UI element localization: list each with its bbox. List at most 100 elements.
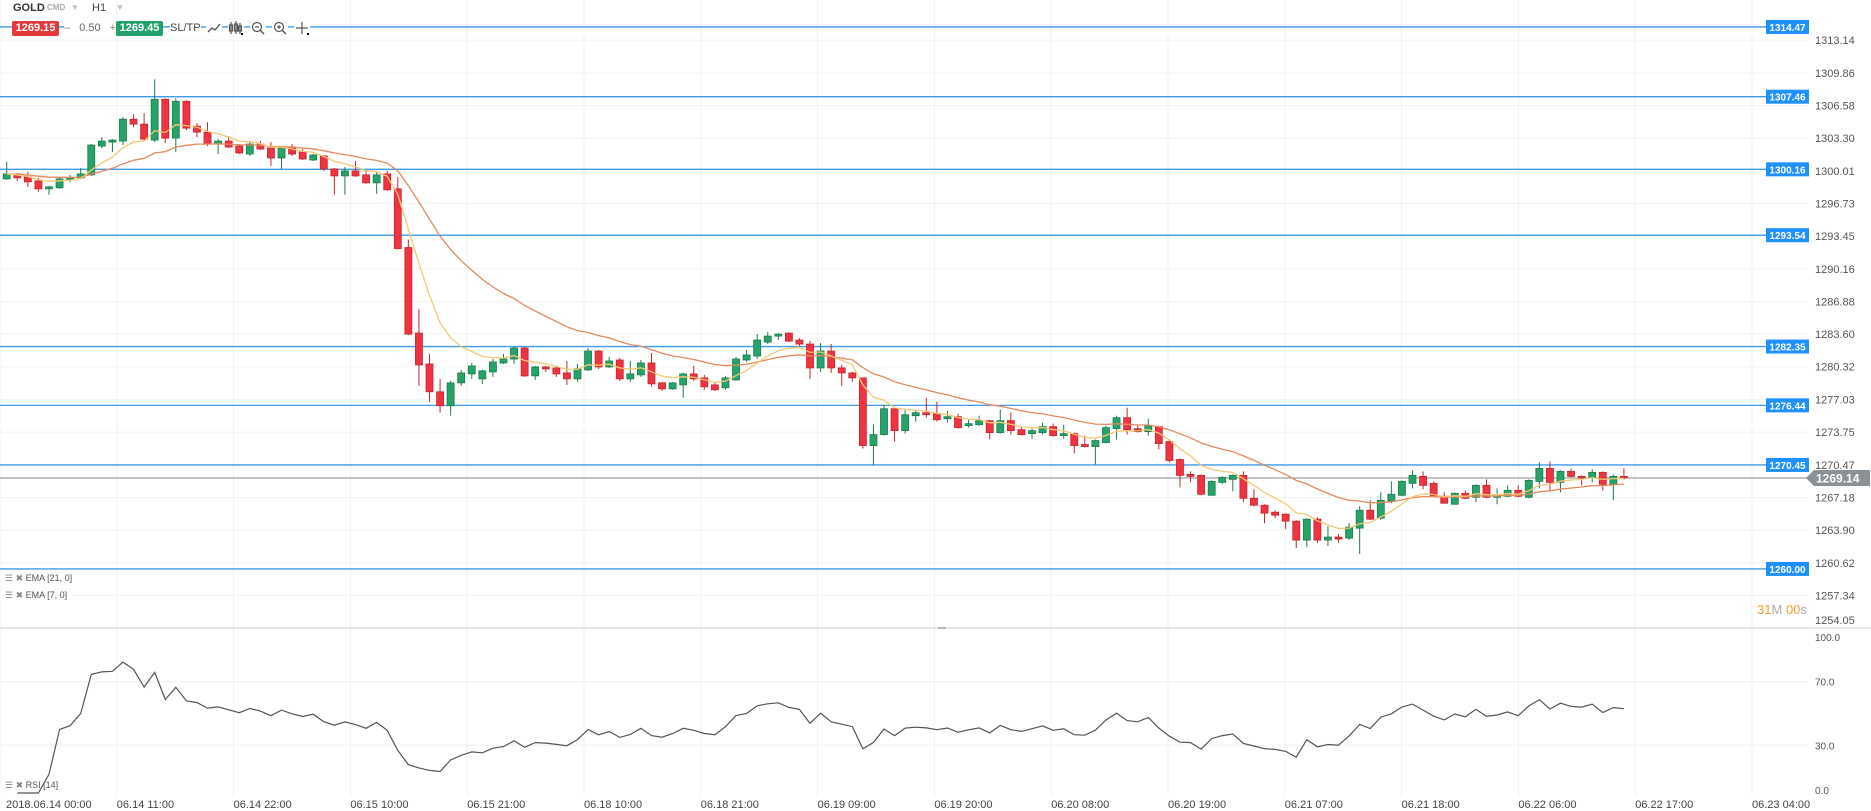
rsi-legend[interactable]: ☰ ✖ RSI [14] <box>5 779 58 791</box>
bullish-candle <box>55 178 64 189</box>
bearish-candle <box>1017 429 1026 436</box>
price-tick-label: 1313.14 <box>1815 35 1855 47</box>
bearish-candle <box>129 118 138 125</box>
volume-value[interactable]: 0.50 <box>79 22 101 34</box>
bearish-candle <box>1313 518 1322 541</box>
horizontal-line-tag[interactable] <box>1766 457 1809 472</box>
candlestick-icon[interactable] <box>228 20 244 36</box>
bearish-candle <box>1197 474 1206 495</box>
bearish-candle <box>1006 420 1015 432</box>
drag-handle-icon[interactable]: ☰ <box>5 590 14 600</box>
time-axis-label: 06.23 04:00 <box>1752 799 1810 811</box>
bullish-candle <box>943 416 952 420</box>
buy-button[interactable]: 1269.45 <box>116 21 163 36</box>
price-tick-label: 1286.88 <box>1815 296 1855 308</box>
remove-indicator-icon[interactable]: ✖ <box>15 780 24 790</box>
price-tick-label: 1263.90 <box>1815 525 1855 537</box>
ema-lines <box>6 124 1624 530</box>
bullish-candle <box>1059 433 1068 436</box>
bullish-candle <box>1228 474 1237 480</box>
line-chart-icon[interactable] <box>206 20 222 36</box>
bullish-candle <box>763 335 772 343</box>
bullish-candle <box>1355 509 1364 529</box>
horizontal-line-tag[interactable] <box>1766 339 1809 354</box>
bullish-candle <box>87 144 96 176</box>
bullish-candle <box>679 373 688 386</box>
sltp-button[interactable]: SL/TP <box>170 22 201 34</box>
bullish-candle <box>1038 426 1047 434</box>
bullish-candle <box>975 420 984 426</box>
bearish-candle <box>795 339 804 345</box>
horizontal-line-price: 1300.16 <box>1769 165 1806 176</box>
zoom-out-icon[interactable] <box>250 20 266 36</box>
horizontal-line-tag[interactable] <box>1766 228 1809 243</box>
bullish-candle <box>97 140 106 147</box>
symbol-name[interactable]: GOLD <box>13 2 45 14</box>
bearish-candle <box>1239 474 1248 499</box>
remove-indicator-icon[interactable]: ✖ <box>15 573 24 583</box>
bearish-candle <box>563 372 571 380</box>
bullish-candle <box>774 333 783 337</box>
ema-7-legend[interactable]: ☰ ✖ EMA [7, 0] <box>5 589 67 601</box>
rsi-label: RSI [14] <box>25 780 59 790</box>
horizontal-line-price: 1307.46 <box>1769 93 1806 104</box>
remove-indicator-icon[interactable]: ✖ <box>15 590 24 600</box>
bearish-candle <box>890 408 899 432</box>
bearish-candle <box>235 145 244 154</box>
time-axis-label: 06.20 08:00 <box>1051 799 1109 811</box>
time-axis[interactable]: 2018.06.14 00:00 06.14 11:00 06.14 22:00 06… <box>6 799 1810 811</box>
timeframe-dropdown-icon[interactable]: ▼ <box>116 3 124 12</box>
bearish-candle <box>922 412 931 416</box>
volume-stepper[interactable]: – 0.50 + <box>64 22 117 34</box>
bullish-candle <box>277 146 286 159</box>
bullish-candle <box>1302 518 1311 541</box>
bullish-candle <box>499 358 508 364</box>
price-tick-label: 1270.47 <box>1815 460 1855 472</box>
bullish-candle <box>510 347 518 360</box>
bullish-candle <box>531 366 540 377</box>
horizontal-line-tag[interactable] <box>1766 89 1809 104</box>
bullish-candle <box>150 98 159 141</box>
time-axis-label: 06.14 22:00 <box>234 799 292 811</box>
horizontal-line-tag[interactable] <box>1766 19 1809 34</box>
price-tick-label: 1306.58 <box>1815 100 1855 112</box>
bearish-candle <box>1250 497 1258 506</box>
timeframe-selector[interactable]: H1 <box>92 2 107 14</box>
bullish-candle <box>1376 499 1385 519</box>
bearish-candle <box>710 384 719 391</box>
rsi-line <box>17 661 1624 794</box>
bearish-candle <box>1620 475 1628 479</box>
pane-resize-handle[interactable] <box>938 627 946 629</box>
ema-7-label: EMA [7, 0] <box>25 590 68 600</box>
zoom-in-icon[interactable] <box>272 20 288 36</box>
price-tick-label: 1267.18 <box>1815 492 1855 504</box>
bullish-candle <box>1345 526 1353 539</box>
countdown-minutes-unit: M <box>1771 602 1783 617</box>
bearish-candle <box>1260 504 1269 514</box>
crosshair-icon[interactable] <box>294 20 310 36</box>
horizontal-price-lines[interactable]: 1314.47 1307.46 1300.16 1293.54 1282.35 1276.… <box>0 19 1870 576</box>
drag-handle-icon[interactable]: ☰ <box>5 573 14 583</box>
bullish-candle <box>1609 475 1618 485</box>
bearish-candle <box>615 359 624 380</box>
bullish-candle <box>996 420 1005 434</box>
bearish-candle <box>362 174 370 184</box>
sell-button[interactable]: 1269.15 <box>12 21 59 36</box>
decrease-volume-button[interactable]: – <box>64 22 71 34</box>
bullish-candle <box>668 382 677 390</box>
price-axis[interactable]: 1313.14 1309.86 1306.58 1303.30 1300.01 1296.… <box>1815 35 1855 627</box>
price-tick-label: 1283.60 <box>1815 329 1855 341</box>
bearish-candle <box>1049 426 1058 436</box>
increase-volume-button[interactable]: + <box>109 22 117 34</box>
bullish-candle <box>446 382 455 407</box>
horizontal-line-tag[interactable] <box>1766 162 1809 177</box>
horizontal-line-tag[interactable] <box>1766 561 1809 576</box>
ema-21-legend[interactable]: ☰ ✖ EMA [21, 0] <box>5 572 72 584</box>
ema-7-line <box>6 124 1624 530</box>
horizontal-line-tag[interactable] <box>1766 398 1809 413</box>
instrument-type: CMD <box>47 3 66 12</box>
symbol-dropdown-icon[interactable]: ▼ <box>71 3 79 12</box>
bearish-candle <box>298 151 307 160</box>
drag-handle-icon[interactable]: ☰ <box>5 780 14 790</box>
